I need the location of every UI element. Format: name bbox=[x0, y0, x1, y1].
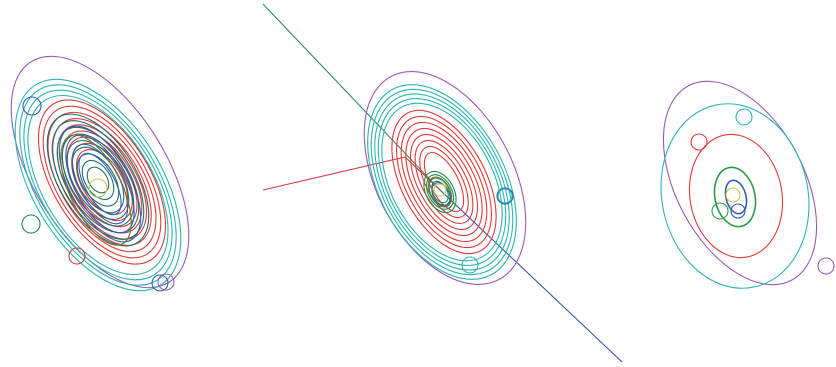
planet-marker-red bbox=[68, 247, 86, 265]
planet-marker-green bbox=[21, 214, 41, 234]
orbit-red-ellipse-1 bbox=[395, 115, 493, 249]
orbit-darkteal-ellipse-7 bbox=[81, 159, 115, 201]
orbit-red-ellipse-3 bbox=[52, 118, 152, 246]
coordinate-axes bbox=[262, 3, 623, 363]
orbit-blue-ellipse-3 bbox=[78, 152, 122, 216]
orbit-red-ellipse-0 bbox=[37, 99, 167, 265]
orbit-teal-ellipse-0 bbox=[14, 78, 182, 292]
axis-line-green bbox=[262, 3, 441, 191]
planet-marker-teal-lower bbox=[461, 256, 479, 274]
orbit-purple-ellipse bbox=[363, 71, 527, 285]
central-body-marker bbox=[433, 183, 447, 197]
panel-left-orbits bbox=[10, 55, 190, 292]
orbit-teal-ellipse-1 bbox=[370, 88, 514, 276]
axis-line-red bbox=[262, 156, 406, 191]
orbit-teal-ellipse bbox=[660, 103, 810, 289]
orbit-red-ellipse-0 bbox=[391, 109, 497, 255]
orbit-red-ellipse-5 bbox=[61, 130, 143, 234]
orbit-blue-ellipse-0 bbox=[58, 125, 142, 243]
orbit-teal-ellipse-2 bbox=[374, 93, 510, 271]
orbit-red-ellipse-4 bbox=[409, 133, 479, 231]
axis-line-blue bbox=[439, 189, 623, 363]
orbit-red-ellipse-2 bbox=[47, 111, 157, 253]
orbit-red-ellipse-1 bbox=[42, 105, 162, 259]
orbit-red-ellipse bbox=[688, 133, 784, 259]
orbit-olive-ellipse bbox=[427, 176, 453, 208]
orbit-darkteal-ellipse-1 bbox=[51, 120, 145, 240]
planet-marker-green bbox=[711, 202, 729, 220]
panel-right-orbits bbox=[660, 80, 835, 289]
planet-marker-teal bbox=[735, 108, 753, 126]
orbit-blue-ellipse bbox=[724, 179, 748, 215]
orbit-darkteal-ellipse-4 bbox=[66, 140, 130, 220]
orbit-teal-ellipse-3 bbox=[27, 94, 169, 276]
orbit-green-ellipse-2 bbox=[428, 177, 452, 207]
central-body-marker bbox=[88, 178, 108, 198]
panel-middle-orbits bbox=[363, 71, 527, 285]
orbit-red-ellipse-6 bbox=[419, 145, 469, 219]
orbit-darkteal-ellipse-0 bbox=[46, 113, 150, 247]
orbit-blue-ellipse bbox=[431, 182, 451, 206]
planet-marker-purple bbox=[817, 257, 835, 275]
orbit-blue-ellipse-1 bbox=[65, 134, 135, 234]
orbit-darkteal-ellipse-3 bbox=[61, 133, 135, 227]
orbit-green-ellipse-1 bbox=[425, 174, 455, 210]
planet-marker-blue bbox=[22, 96, 42, 116]
orbit-purple-ellipse bbox=[10, 55, 190, 289]
planet-marker-blue-lower bbox=[151, 274, 169, 292]
orbit-red-ellipse-3 bbox=[405, 127, 483, 237]
orbit-purple-ellipse bbox=[662, 80, 818, 286]
orbit-teal-ellipse-2 bbox=[23, 89, 173, 281]
central-body-marker bbox=[725, 187, 741, 203]
orbit-teal-ellipse-3 bbox=[377, 98, 507, 266]
orbit-teal-ellipse-1 bbox=[19, 84, 177, 286]
planet-marker-purple bbox=[157, 273, 175, 291]
orbit-green-ellipse-0 bbox=[423, 170, 457, 214]
orbit-red-ellipse-8 bbox=[75, 149, 129, 215]
orbit-darkteal-ellipse-8 bbox=[86, 166, 110, 194]
orbit-teal-ellipse-0 bbox=[367, 84, 517, 280]
orbit-olive-ellipse bbox=[60, 134, 132, 246]
orbit-teal-ellipse-4 bbox=[381, 102, 503, 262]
planet-marker-blue bbox=[730, 203, 746, 219]
orbit-green-ellipse bbox=[713, 166, 757, 228]
orbit-red-ellipse-2 bbox=[400, 121, 488, 243]
planet-marker-teal bbox=[497, 188, 513, 204]
planet-marker-red bbox=[690, 133, 708, 151]
planet-marker-blue bbox=[496, 187, 514, 205]
